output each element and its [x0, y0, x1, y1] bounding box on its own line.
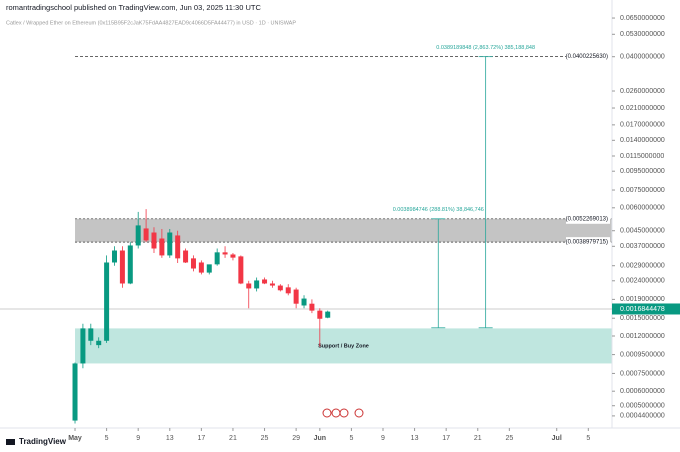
measure-label: 0.0389189848 (2,863.72%) 385,188,848	[436, 45, 535, 51]
y-tick-label: 0.0012000000	[620, 333, 665, 340]
support-zone	[75, 328, 613, 364]
event-icon	[354, 408, 364, 418]
zone-label: (0.0052269013)	[566, 216, 608, 222]
y-tick-label: 0.0015000000	[620, 315, 665, 322]
x-tick-label: 9	[136, 435, 140, 442]
x-tick-label: 13	[166, 435, 174, 442]
candle-body	[309, 303, 315, 311]
candle-body	[72, 363, 78, 421]
target-label: (0.0400225630)	[566, 54, 608, 60]
candle-body	[317, 310, 323, 319]
x-tick-label: 5	[105, 435, 109, 442]
candle-body	[80, 328, 86, 364]
x-tick-label: 13	[411, 435, 419, 442]
candle-body	[104, 262, 110, 341]
y-tick-label: 0.0170000000	[620, 122, 665, 129]
candle-body	[222, 252, 228, 255]
y-tick-label: 0.0115000000	[620, 153, 664, 160]
candle-body	[285, 287, 291, 294]
candle-body	[112, 250, 118, 263]
zone-label: (0.0038979715)	[566, 240, 608, 246]
candle-body	[293, 289, 299, 304]
candle-body	[119, 250, 125, 284]
measure-label: 0.0038984746 (288.81%) 38,846,746	[393, 207, 484, 213]
event-icon	[322, 408, 332, 418]
x-tick-label: 25	[505, 435, 513, 442]
candle-body	[206, 264, 212, 273]
y-tick-label: 0.0029000000	[620, 263, 665, 270]
candle-body	[127, 245, 133, 284]
event-icon	[339, 408, 349, 418]
x-tick-label: Jun	[314, 435, 326, 442]
candle-body	[238, 256, 244, 284]
x-tick-label: 5	[586, 435, 590, 442]
x-tick-label: 29	[292, 435, 300, 442]
candle-body	[198, 262, 204, 273]
candle-body	[135, 225, 141, 246]
x-tick-label: 5	[349, 435, 353, 442]
candle-body	[262, 279, 268, 284]
y-tick-label: 0.0007500000	[620, 370, 665, 377]
candle-body	[269, 283, 275, 286]
support-zone-label: Support / Buy Zone	[318, 343, 369, 349]
candle-body	[143, 228, 149, 241]
zones	[75, 218, 613, 364]
x-tick-label: May	[68, 435, 82, 442]
y-tick-label: 0.0019000000	[620, 296, 665, 303]
y-tick-label: 0.0005000000	[620, 403, 665, 410]
target-label-bg	[566, 51, 610, 62]
candle-body	[246, 283, 252, 289]
y-tick-label: 0.0004400000	[620, 413, 665, 420]
candle-body	[277, 285, 283, 291]
resistance-zone	[75, 218, 613, 243]
x-tick-label: 21	[229, 435, 237, 442]
zone-label-bg	[566, 213, 610, 224]
candle-body	[175, 235, 181, 259]
y-tick-label: 0.0075000000	[620, 187, 665, 194]
candle-body	[325, 311, 331, 318]
x-tick-label: 17	[442, 435, 450, 442]
candle-body	[159, 238, 165, 256]
y-tick-label: 0.0650000000	[620, 15, 665, 22]
y-tick-label: 0.0009500000	[620, 351, 665, 358]
candle-body	[254, 280, 260, 289]
current-price-label: 0.0016844478	[620, 306, 665, 313]
publisher: romantradingschool published on TradingV…	[6, 3, 261, 12]
y-tick-label: 0.0024000000	[620, 278, 665, 285]
event-icon	[331, 408, 341, 418]
candle-body	[230, 254, 236, 258]
x-tick-label: 21	[474, 435, 482, 442]
x-tick-label: Jul	[552, 435, 562, 442]
candle-body	[88, 328, 94, 341]
candle-body	[301, 298, 307, 306]
candle-body	[190, 258, 196, 269]
candle-body	[167, 232, 173, 256]
y-tick-label: 0.0260000000	[620, 88, 665, 95]
x-tick-label: 9	[381, 435, 385, 442]
y-tick-label: 0.0210000000	[620, 105, 665, 112]
logo-icon	[6, 439, 15, 445]
y-tick-label: 0.0140000000	[620, 137, 665, 144]
y-tick-label: 0.0095000000	[620, 168, 665, 175]
candle-body	[151, 232, 157, 249]
y-tick-label: 0.0006000000	[620, 388, 665, 395]
candle-body	[183, 250, 189, 263]
logo: TradingView	[6, 437, 67, 446]
y-tick-label: 0.0530000000	[620, 31, 665, 38]
candle-body	[214, 252, 220, 265]
y-tick-label: 0.0045000000	[620, 228, 665, 235]
brand: TradingView	[19, 437, 67, 446]
current-price-box	[612, 303, 680, 315]
y-tick-label: 0.0400000000	[620, 54, 665, 61]
zone-label-bg	[566, 237, 610, 248]
event-icons	[322, 408, 364, 418]
x-tick-label: 17	[197, 435, 205, 442]
symbol: Catlex / Wrapped Ether on Ethereum (0x11…	[6, 20, 296, 26]
y-tick-label: 0.0060000000	[620, 205, 665, 212]
y-tick-label: 0.0037000000	[620, 243, 665, 250]
x-tick-label: 25	[261, 435, 269, 442]
candle-body	[96, 340, 102, 346]
